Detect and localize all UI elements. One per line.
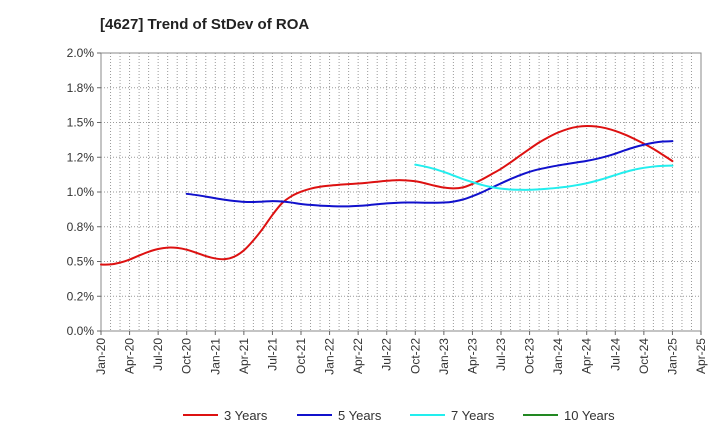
x-tick-label: Apr-22 [351, 338, 365, 374]
x-axis: Jan-20 Apr-20 Jul-20 Oct-20 Jan-21 Apr-21 Jul-… [94, 331, 708, 375]
x-tick-label: Oct-21 [294, 338, 308, 374]
x-tick-label: Jul-22 [380, 338, 394, 371]
y-tick-label: 1.0% [67, 185, 95, 199]
series-line-5-years [185, 140, 674, 208]
y-tick-label: 1.8% [67, 81, 95, 95]
legend-label-7-years: 7 Years [451, 408, 495, 423]
series-line-3-years [100, 124, 674, 266]
y-axis: 0.0% 0.2% 0.5% 0.8% 1.0% 1.2% 1.5% 1.8% 2.0% [67, 46, 101, 338]
x-tick-label: Apr-23 [465, 338, 479, 374]
x-tick-label: Oct-23 [523, 338, 537, 374]
x-tick-label: Jul-24 [608, 338, 622, 371]
y-tick-label: 1.5% [67, 116, 95, 130]
x-tick-label: Oct-24 [637, 338, 651, 374]
x-tick-label: Jul-21 [265, 338, 279, 371]
y-tick-label: 0.5% [67, 255, 95, 269]
x-tick-label: Apr-25 [694, 338, 708, 374]
x-tick-label: Jan-24 [551, 338, 565, 375]
x-tick-label: Jul-20 [151, 338, 165, 371]
chart-title: [4627] Trend of StDev of ROA [100, 16, 309, 33]
y-tick-label: 1.2% [67, 150, 95, 164]
x-tick-label: Jan-25 [665, 338, 679, 375]
legend-label-3-years: 3 Years [224, 408, 268, 423]
legend: 3 Years 5 Years 7 Years 10 Years [183, 408, 615, 423]
grid [101, 53, 701, 331]
y-tick-label: 0.0% [67, 324, 95, 338]
legend-label-10-years: 10 Years [564, 408, 615, 423]
x-tick-label: Jan-23 [437, 338, 451, 375]
x-tick-label: Jan-20 [94, 338, 108, 375]
y-tick-label: 2.0% [67, 46, 95, 60]
x-tick-label: Apr-24 [580, 338, 594, 374]
legend-label-5-years: 5 Years [338, 408, 382, 423]
x-tick-label: Oct-22 [408, 338, 422, 374]
x-tick-label: Apr-21 [237, 338, 251, 374]
series-line-7-years [414, 163, 674, 191]
x-tick-label: Apr-20 [123, 338, 137, 374]
series-lines [100, 124, 674, 266]
y-tick-label: 0.2% [67, 289, 95, 303]
x-tick-label: Oct-20 [180, 338, 194, 374]
y-tick-label: 0.8% [67, 220, 95, 234]
x-tick-label: Jan-21 [208, 338, 222, 375]
x-tick-label: Jan-22 [323, 338, 337, 375]
x-tick-label: Jul-23 [494, 338, 508, 371]
